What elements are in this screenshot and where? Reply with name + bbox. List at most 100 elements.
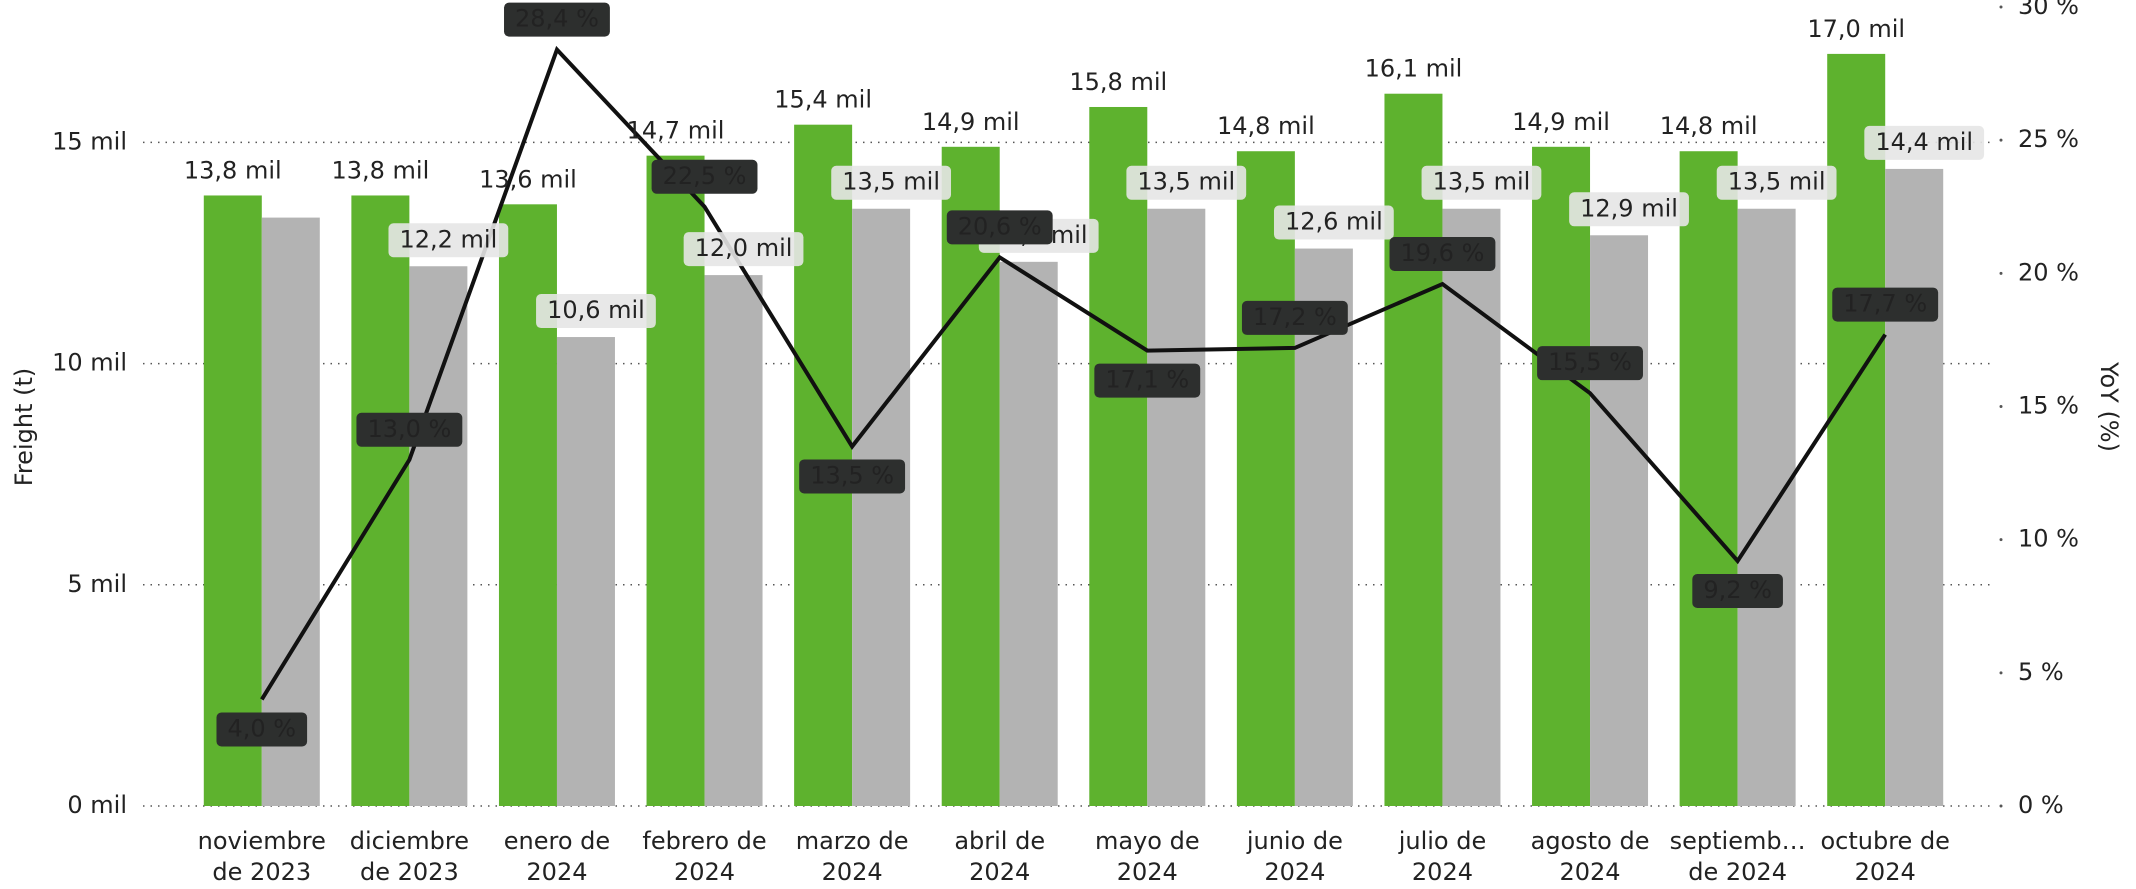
- bar: [1737, 208, 1796, 807]
- x-tick-label: 2024: [1264, 858, 1325, 886]
- bar: [1679, 151, 1738, 806]
- bar: [999, 261, 1058, 806]
- bar: [1827, 53, 1886, 807]
- data-label: 13,0 %: [367, 415, 451, 443]
- bar: [1590, 235, 1649, 807]
- x-tick-label: julio de: [1398, 827, 1487, 855]
- data-label: 17,2 %: [1253, 303, 1337, 331]
- data-label: 20,6 %: [958, 212, 1042, 240]
- x-tick-label: enero de: [504, 827, 610, 855]
- data-label: 12,9 mil: [1580, 194, 1678, 222]
- bar: [261, 217, 320, 807]
- data-label-box: [946, 210, 1053, 245]
- y-tick-label: 10 mil: [52, 349, 127, 377]
- data-label: 19,6 %: [1401, 239, 1485, 267]
- data-label-box: [1569, 192, 1689, 227]
- y2-tick-label: 5 %: [2018, 658, 2064, 686]
- data-label: 13,5 mil: [1433, 168, 1531, 196]
- y-tick-label: 5 mil: [67, 570, 127, 598]
- x-tick-label: septiemb…: [1670, 827, 1806, 855]
- data-label: 12,6 mil: [1285, 208, 1383, 236]
- x-tick-label: 2024: [674, 858, 735, 886]
- data-label-box: [536, 294, 656, 329]
- y2-tick-label: 30 %: [2018, 0, 2079, 20]
- data-label: 13,8 mil: [331, 156, 429, 184]
- data-label: 14,8 mil: [1660, 112, 1758, 140]
- data-label: 15,4 mil: [774, 86, 872, 114]
- line: [260, 45, 1887, 701]
- bar: [351, 195, 410, 806]
- y2-tick-mark: [1999, 671, 2003, 675]
- x-tick-label: marzo de: [796, 827, 909, 855]
- y2-tick-label: 10 %: [2018, 525, 2079, 553]
- x-tick-label: noviembre: [198, 827, 326, 855]
- bar: [203, 195, 262, 806]
- data-label: 16,1 mil: [1365, 55, 1463, 83]
- data-label: 14,9 mil: [1512, 108, 1610, 136]
- y2-tick-label: 15 %: [2018, 392, 2079, 420]
- x-tick-label: de 2023: [212, 858, 311, 886]
- x-tick-label: diciembre: [350, 827, 469, 855]
- x-tick-label: 2024: [1117, 858, 1178, 886]
- data-label: 13,5 %: [810, 461, 894, 489]
- data-label-box: [1864, 125, 1985, 160]
- y-tick-label: 0 mil: [67, 791, 127, 819]
- bar: [409, 266, 468, 806]
- data-label-box: [1241, 300, 1348, 335]
- data-label-box: [831, 165, 952, 200]
- bar: [1384, 93, 1443, 806]
- x-tick-label: agosto de: [1531, 827, 1650, 855]
- data-label: 17,0 mil: [1807, 15, 1905, 43]
- data-label-box: [388, 223, 509, 258]
- x-tick-label: de 2024: [1688, 858, 1787, 886]
- x-tick-label: 2024: [822, 858, 883, 886]
- bar: [852, 208, 911, 807]
- x-tick-label: 2024: [526, 858, 587, 886]
- y-axis-title: Freight (t): [10, 368, 38, 486]
- data-label: 13,6 mil: [479, 165, 577, 193]
- data-label: 14,9 mil: [922, 108, 1020, 136]
- bar: [1147, 208, 1206, 807]
- data-label: 14,4 mil: [1875, 128, 1973, 156]
- data-label-box: [799, 459, 906, 494]
- data-label: 13,8 mil: [184, 156, 282, 184]
- bar: [1089, 106, 1148, 807]
- data-label-box: [1094, 363, 1201, 398]
- data-label-box: [1537, 346, 1643, 381]
- y2-tick-mark: [1999, 804, 2003, 808]
- data-label: 14,8 mil: [1217, 112, 1315, 140]
- data-label: 22,5 %: [663, 162, 747, 190]
- data-label-box: [1126, 165, 1247, 200]
- y2-tick-mark: [1999, 5, 2003, 9]
- x-tick-label: mayo de: [1095, 827, 1200, 855]
- y2-tick-label: 20 %: [2018, 258, 2079, 286]
- data-label: 17,1 %: [1105, 366, 1189, 394]
- y2-tick-label: 25 %: [2018, 125, 2079, 153]
- data-label-box: [1716, 165, 1837, 200]
- data-label: 13,5 mil: [842, 168, 940, 196]
- bar: [1236, 151, 1295, 806]
- data-label-box: [356, 412, 463, 447]
- data-label-box: [1389, 236, 1496, 271]
- y-tick-label: 15 mil: [52, 127, 127, 155]
- x-tick-label: octubre de: [1820, 827, 1949, 855]
- bar: [704, 275, 763, 806]
- data-label-box: [1421, 165, 1542, 200]
- bar: [1442, 208, 1501, 807]
- x-tick-label: 2024: [1855, 858, 1916, 886]
- data-label-box: [216, 712, 308, 747]
- data-label: 13,5 mil: [1137, 168, 1235, 196]
- data-label: 4,0 %: [227, 714, 296, 742]
- bar: [1885, 168, 1944, 806]
- data-label: 10,6 mil: [547, 296, 645, 324]
- bar: [941, 146, 1000, 807]
- data-label: 14,7 mil: [627, 117, 725, 145]
- data-label: 12,2 mil: [399, 225, 497, 253]
- data-label: 28,4 %: [515, 5, 599, 33]
- data-label: 9,2 %: [1703, 576, 1772, 604]
- data-label: 15,5 %: [1548, 348, 1632, 376]
- data-label: 12,0 mil: [695, 234, 793, 262]
- data-label: 13,5 mil: [1728, 168, 1826, 196]
- x-tick-label: 2024: [1412, 858, 1473, 886]
